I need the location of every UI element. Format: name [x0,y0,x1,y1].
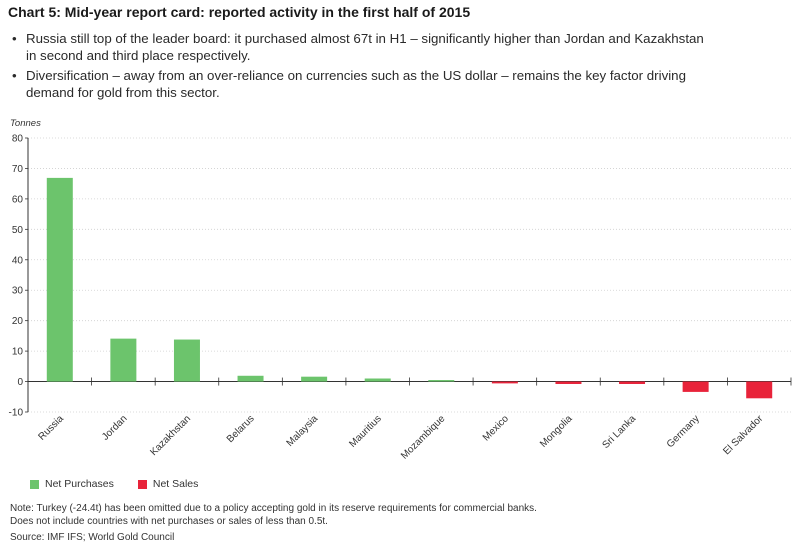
legend-label-sales: Net Sales [152,478,199,490]
bar-malaysia [301,376,328,382]
bullet-item: Russia still top of the leader board: it… [10,30,710,64]
x-tick-label: Germany [665,413,702,450]
source-line: Source: IMF IFS; World Gold Council [10,532,175,543]
summary-bullets: Russia still top of the leader board: it… [10,30,710,104]
legend-swatch-sales [137,479,147,489]
y-tick-label: 50 [12,225,24,236]
x-tick-label: Mexico [481,413,511,443]
bar-mexico [491,381,518,384]
y-axis-unit-label: Tonnes [10,118,41,129]
y-tick-label: 20 [12,316,24,327]
y-tick-label: 70 [12,164,24,175]
bar-chart: -10 0 10 20 30 40 50 60 70 80 Russia Jordan Kazakhst… [9,134,792,462]
x-tick-label: Russia [37,413,67,443]
y-tick-label: 10 [12,347,24,358]
chart-title: Chart 5: Mid-year report card: reported … [8,4,471,20]
legend-item-sales: Net Sales [137,478,199,490]
y-tick-label: 0 [17,377,23,388]
note-line: Note: Turkey (-24.4t) has been omitted d… [10,503,537,514]
bullet-item: Diversification – away from an over-reli… [10,67,710,101]
bar-mauritius [364,378,391,382]
bar-jordan [110,338,137,382]
bar-mongolia [555,381,582,384]
y-tick-label: 40 [12,255,24,266]
y-tick-label: 60 [12,194,24,205]
bar-el-salvador [746,381,773,399]
bar-germany [682,381,709,392]
y-tick-label: -10 [9,408,24,419]
bar-mozambique [428,380,455,382]
bar-kazakhstan [173,339,200,382]
chart-notes: Note: Turkey (-24.4t) has been omitted d… [10,502,537,544]
legend-swatch-purchases [30,479,39,489]
legend-item-purchases: Net Purchases [30,478,114,490]
x-tick-label: Mongolia [538,413,575,450]
x-tick-label: Mauritius [347,413,383,449]
x-tick-label: Kazakhstan [148,413,193,458]
chart-legend: Net Purchases Net Sales [30,478,198,490]
x-tick-label: Belarus [225,413,257,445]
x-tick-label: Jordan [100,413,129,442]
bar-russia [46,177,73,382]
x-tick-label: Sri Lanka [601,413,639,451]
x-tick-label: Mozambique [399,413,448,462]
x-tick-label: Malaysia [285,413,321,449]
note-line: Does not include countries with net purc… [10,516,328,527]
y-tick-label: 80 [12,134,24,145]
bar-belarus [237,375,264,382]
y-tick-label: 30 [12,286,24,297]
bar-sri-lanka [619,381,646,384]
legend-label-purchases: Net Purchases [45,478,114,490]
x-tick-label: El Salvador [721,413,765,457]
